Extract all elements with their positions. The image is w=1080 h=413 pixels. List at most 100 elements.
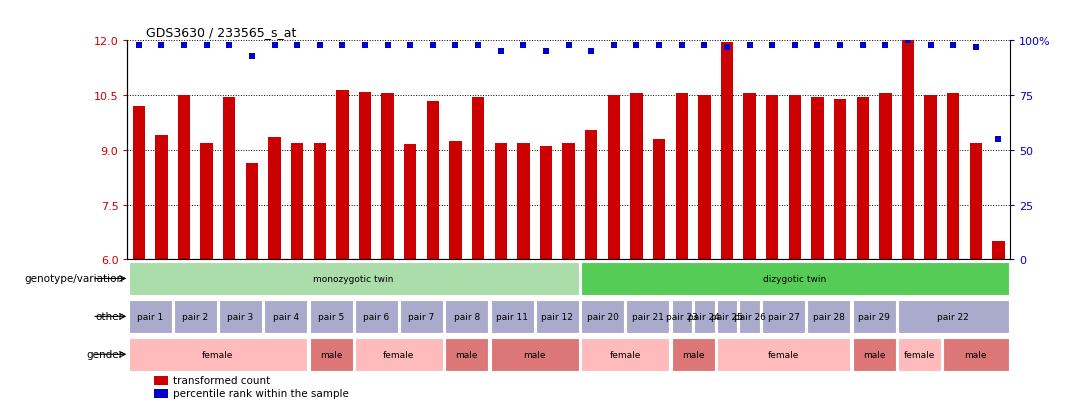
Text: pair 12: pair 12 <box>541 312 573 321</box>
FancyBboxPatch shape <box>490 338 579 371</box>
Bar <box>970 143 982 260</box>
Bar <box>245 163 258 260</box>
Bar <box>585 131 597 260</box>
Bar <box>381 94 394 260</box>
Bar <box>947 94 959 260</box>
Text: pair 20: pair 20 <box>586 312 619 321</box>
Point <box>786 43 804 49</box>
Text: pair 23: pair 23 <box>665 312 698 321</box>
Text: GDS3630 / 233565_s_at: GDS3630 / 233565_s_at <box>146 26 296 39</box>
Point <box>582 49 599 55</box>
Text: female: female <box>383 350 415 359</box>
FancyBboxPatch shape <box>808 300 850 333</box>
Text: male: male <box>456 350 478 359</box>
Text: female: female <box>768 350 799 359</box>
Bar <box>993 242 1004 260</box>
Bar <box>472 98 484 260</box>
Text: male: male <box>681 350 704 359</box>
Text: pair 22: pair 22 <box>937 312 969 321</box>
Point <box>447 43 464 49</box>
Text: dizygotic twin: dizygotic twin <box>764 274 826 283</box>
Point <box>198 43 215 49</box>
Point <box>968 45 985 51</box>
FancyBboxPatch shape <box>581 338 670 371</box>
Bar <box>563 143 575 260</box>
Bar <box>902 41 914 260</box>
Point <box>605 43 622 49</box>
Text: female: female <box>202 350 233 359</box>
Text: pair 5: pair 5 <box>318 312 345 321</box>
Point <box>854 43 872 49</box>
Bar <box>608 96 620 260</box>
Point <box>515 43 532 49</box>
Text: pair 21: pair 21 <box>632 312 664 321</box>
Point <box>379 43 396 49</box>
Point <box>696 43 713 49</box>
FancyBboxPatch shape <box>355 338 443 371</box>
Bar <box>675 94 688 260</box>
Bar <box>268 138 281 260</box>
FancyBboxPatch shape <box>174 300 217 333</box>
Point <box>130 43 147 49</box>
Text: gender: gender <box>86 349 123 359</box>
Point <box>764 43 781 49</box>
Bar <box>517 143 529 260</box>
Point <box>832 43 849 49</box>
Bar <box>811 98 824 260</box>
Point <box>492 49 510 55</box>
FancyBboxPatch shape <box>129 300 172 333</box>
Text: pair 1: pair 1 <box>137 312 163 321</box>
FancyBboxPatch shape <box>740 300 760 333</box>
Text: pair 11: pair 11 <box>496 312 528 321</box>
Point <box>561 43 578 49</box>
Text: pair 27: pair 27 <box>768 312 799 321</box>
Text: pair 25: pair 25 <box>711 312 743 321</box>
Point <box>243 53 260 60</box>
Point <box>990 136 1008 143</box>
Text: pair 2: pair 2 <box>183 312 208 321</box>
FancyBboxPatch shape <box>355 300 397 333</box>
Bar <box>834 100 847 260</box>
Point <box>922 43 940 49</box>
FancyBboxPatch shape <box>897 338 941 371</box>
Bar <box>698 96 711 260</box>
Bar <box>743 94 756 260</box>
Text: pair 24: pair 24 <box>688 312 720 321</box>
Point <box>152 43 170 49</box>
FancyBboxPatch shape <box>310 338 352 371</box>
Bar <box>133 107 145 260</box>
Point <box>627 43 645 49</box>
Point <box>220 43 238 49</box>
FancyBboxPatch shape <box>717 338 850 371</box>
Bar <box>427 102 440 260</box>
Bar <box>178 96 190 260</box>
Point <box>288 43 306 49</box>
Text: female: female <box>904 350 935 359</box>
Bar <box>154 389 168 398</box>
Bar <box>224 98 235 260</box>
Bar <box>766 96 779 260</box>
Bar <box>404 145 417 260</box>
FancyBboxPatch shape <box>581 300 624 333</box>
Point <box>900 38 917 45</box>
Bar <box>449 142 462 260</box>
Point <box>741 43 758 49</box>
Point <box>470 43 487 49</box>
FancyBboxPatch shape <box>672 300 692 333</box>
Point <box>402 43 419 49</box>
Text: pair 26: pair 26 <box>733 312 766 321</box>
Text: pair 28: pair 28 <box>813 312 845 321</box>
Bar <box>720 43 733 260</box>
FancyBboxPatch shape <box>717 300 738 333</box>
Text: other: other <box>95 311 123 322</box>
Bar <box>156 136 167 260</box>
Bar <box>924 96 936 260</box>
Text: pair 6: pair 6 <box>363 312 390 321</box>
Text: pair 4: pair 4 <box>273 312 299 321</box>
Point <box>673 43 690 49</box>
FancyBboxPatch shape <box>897 300 1009 333</box>
Bar <box>359 92 372 260</box>
FancyBboxPatch shape <box>626 300 670 333</box>
FancyBboxPatch shape <box>581 262 1009 295</box>
Bar <box>154 376 168 385</box>
